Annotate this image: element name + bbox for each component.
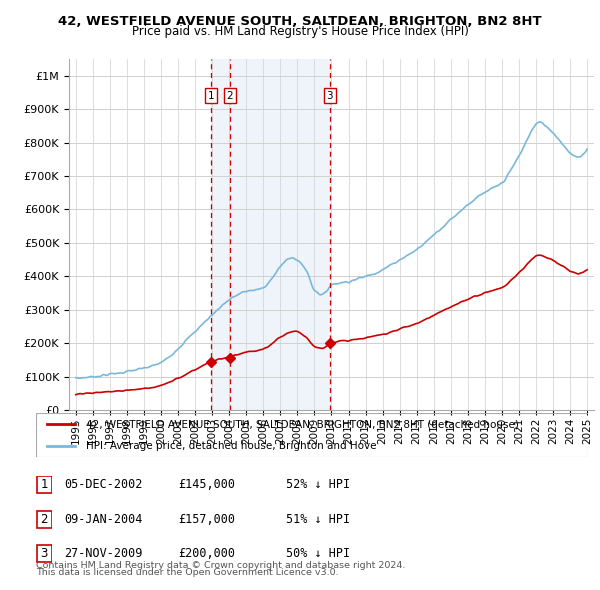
Text: 3: 3: [326, 91, 333, 101]
Text: HPI: Average price, detached house, Brighton and Hove: HPI: Average price, detached house, Brig…: [86, 441, 376, 451]
Text: Price paid vs. HM Land Registry's House Price Index (HPI): Price paid vs. HM Land Registry's House …: [131, 25, 469, 38]
Text: 2: 2: [226, 91, 233, 101]
Text: £145,000: £145,000: [178, 478, 235, 491]
Text: 05-DEC-2002: 05-DEC-2002: [64, 478, 143, 491]
Text: Contains HM Land Registry data © Crown copyright and database right 2024.: Contains HM Land Registry data © Crown c…: [36, 561, 406, 570]
Text: £200,000: £200,000: [178, 547, 235, 560]
Bar: [230, 59, 330, 410]
Text: 09-JAN-2004: 09-JAN-2004: [64, 513, 143, 526]
Text: 50% ↓ HPI: 50% ↓ HPI: [286, 547, 350, 560]
Text: 51% ↓ HPI: 51% ↓ HPI: [286, 513, 350, 526]
Text: 42, WESTFIELD AVENUE SOUTH, SALTDEAN, BRIGHTON, BN2 8HT (detached house): 42, WESTFIELD AVENUE SOUTH, SALTDEAN, BR…: [86, 419, 518, 429]
Text: 3: 3: [40, 547, 48, 560]
Text: 1: 1: [40, 478, 48, 491]
Text: This data is licensed under the Open Government Licence v3.0.: This data is licensed under the Open Gov…: [36, 568, 338, 577]
Text: 42, WESTFIELD AVENUE SOUTH, SALTDEAN, BRIGHTON, BN2 8HT: 42, WESTFIELD AVENUE SOUTH, SALTDEAN, BR…: [58, 15, 542, 28]
Text: 27-NOV-2009: 27-NOV-2009: [64, 547, 143, 560]
Text: 2: 2: [40, 513, 48, 526]
Text: £157,000: £157,000: [178, 513, 235, 526]
Text: 52% ↓ HPI: 52% ↓ HPI: [286, 478, 350, 491]
Text: 1: 1: [208, 91, 214, 101]
Bar: [211, 59, 230, 410]
